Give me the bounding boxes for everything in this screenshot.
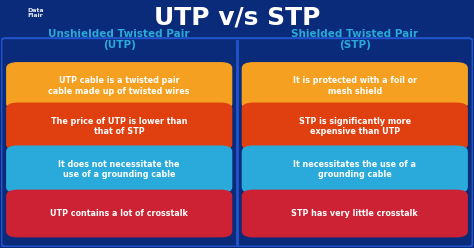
Text: Unshielded Twisted Pair
(UTP): Unshielded Twisted Pair (UTP): [48, 29, 190, 50]
Text: Shielded Twisted Pair
(STP): Shielded Twisted Pair (STP): [292, 29, 419, 50]
Text: STP has very little crosstalk: STP has very little crosstalk: [292, 209, 418, 218]
FancyBboxPatch shape: [242, 102, 468, 150]
Text: UTP v/s STP: UTP v/s STP: [154, 5, 320, 29]
Text: Data
Flair: Data Flair: [27, 7, 44, 18]
Text: UTP contains a lot of crosstalk: UTP contains a lot of crosstalk: [50, 209, 188, 218]
Text: UTP cable is a twisted pair
cable made up of twisted wires: UTP cable is a twisted pair cable made u…: [48, 76, 190, 96]
Text: The price of UTP is lower than
that of STP: The price of UTP is lower than that of S…: [51, 117, 187, 136]
FancyBboxPatch shape: [242, 190, 468, 237]
FancyBboxPatch shape: [242, 146, 468, 193]
FancyBboxPatch shape: [6, 146, 232, 193]
FancyBboxPatch shape: [6, 102, 232, 150]
Text: It necessitates the use of a
grounding cable: It necessitates the use of a grounding c…: [293, 160, 416, 179]
Text: STP is significantly more
expensive than UTP: STP is significantly more expensive than…: [299, 117, 411, 136]
Text: It does not necessitate the
use of a grounding cable: It does not necessitate the use of a gro…: [58, 160, 180, 179]
FancyBboxPatch shape: [242, 62, 468, 110]
Text: It is protected with a foil or
mesh shield: It is protected with a foil or mesh shie…: [293, 76, 417, 96]
FancyBboxPatch shape: [6, 62, 232, 110]
FancyBboxPatch shape: [6, 190, 232, 237]
